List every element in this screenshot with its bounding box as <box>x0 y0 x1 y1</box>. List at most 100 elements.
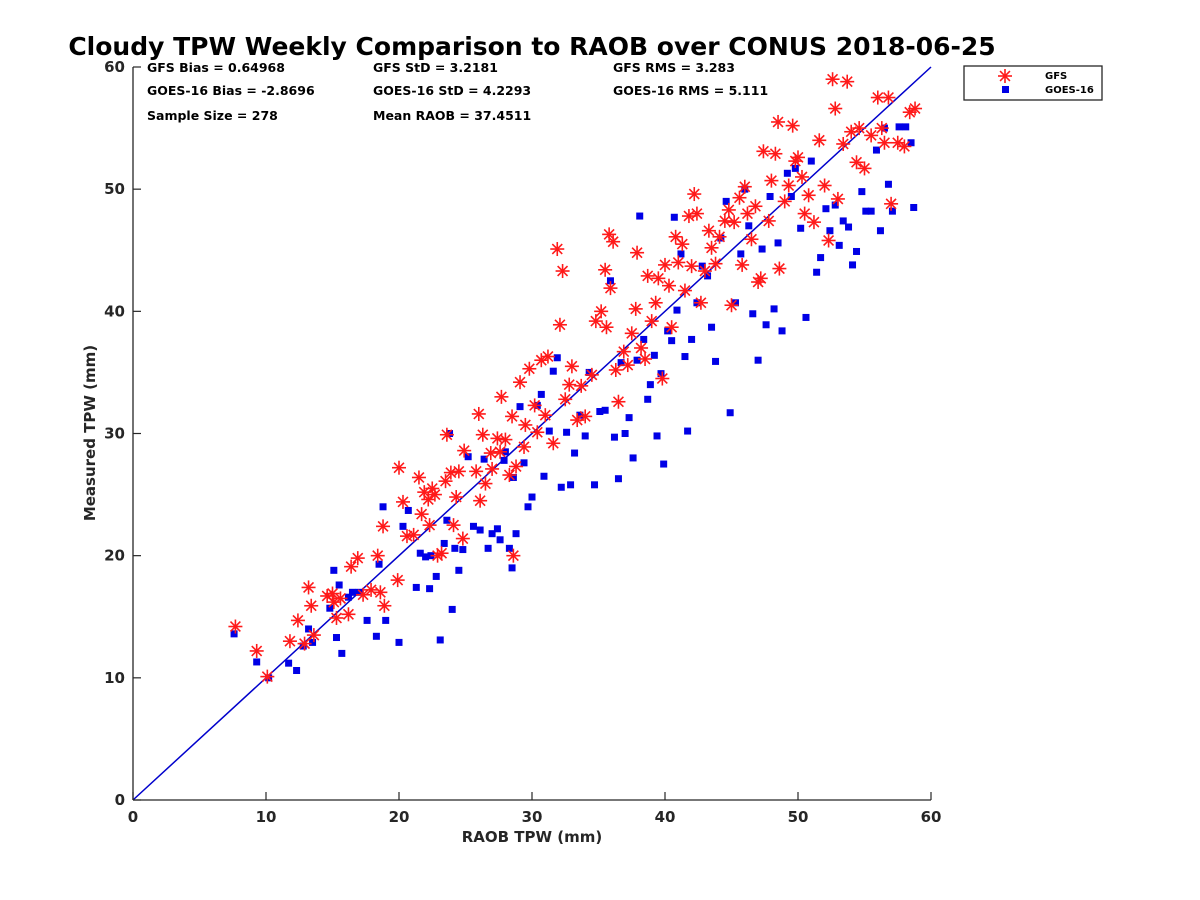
goes16-point <box>614 475 622 483</box>
gfs-point <box>282 634 297 649</box>
gfs-point <box>598 262 613 277</box>
gfs-point <box>648 295 663 310</box>
gfs-point <box>675 237 690 252</box>
stat-gfs-rms: GFS RMS = 3.283 <box>613 60 735 75</box>
goes16-point <box>537 390 545 398</box>
goes16-point <box>338 649 346 657</box>
gfs-point <box>857 161 872 176</box>
gfs-point <box>550 242 565 257</box>
gfs-point <box>864 128 879 143</box>
goes16-point <box>382 616 390 624</box>
goes16-point <box>778 327 786 335</box>
gfs-point <box>344 559 359 574</box>
gfs-point <box>732 190 747 205</box>
goes16-point <box>640 335 648 343</box>
goes16-point <box>822 205 830 213</box>
gfs-point <box>638 351 653 366</box>
goes16-point <box>787 192 795 200</box>
goes16-point <box>516 403 524 411</box>
legend: GFS GOES-16 <box>963 65 1103 101</box>
goes16-point <box>826 227 834 235</box>
goes16-point <box>355 588 363 596</box>
gfs-point <box>737 179 752 194</box>
gfs-point <box>768 146 783 161</box>
goes16-point <box>404 506 412 514</box>
goes16-point <box>330 566 338 574</box>
gfs-point <box>306 628 321 643</box>
gfs-point <box>390 573 405 588</box>
gfs-point <box>502 468 517 483</box>
goes16-point <box>621 430 629 437</box>
goes16-point <box>455 566 463 574</box>
goes16-point <box>677 250 685 258</box>
gfs-point <box>611 394 626 409</box>
goes16-point <box>862 207 870 215</box>
gfs-point <box>877 135 892 150</box>
y-axis-label: Measured TPW (mm) <box>81 345 99 521</box>
gfs-point <box>594 304 609 319</box>
y-tick-label: 60 <box>104 58 125 76</box>
gfs-point <box>473 493 488 508</box>
goes16-point <box>496 536 504 544</box>
gfs-point <box>457 443 472 458</box>
goes16-point <box>845 223 853 231</box>
legend-box <box>963 65 1103 101</box>
goes16-point <box>591 481 599 489</box>
gfs-point <box>791 150 805 165</box>
gfs-point <box>753 271 768 286</box>
goes16-point <box>762 321 770 329</box>
goes16-point <box>436 636 444 644</box>
goes16-point <box>831 201 839 209</box>
goes16-point <box>895 123 903 131</box>
gfs-point <box>671 255 686 270</box>
goes16-point <box>459 546 467 554</box>
goes16-point <box>549 367 557 375</box>
goes16-point <box>910 203 918 211</box>
x-tick-label: 20 <box>389 808 410 826</box>
goes16-point <box>653 432 661 440</box>
goes16-point <box>344 593 352 601</box>
goes16-point <box>480 455 488 463</box>
goes16-point <box>596 408 604 416</box>
gfs-point <box>290 613 305 628</box>
goes16-point <box>567 481 575 489</box>
stat-goes16-std: GOES-16 StD = 4.2293 <box>373 83 531 98</box>
gfs-point <box>897 139 912 154</box>
goes16-point <box>293 667 301 675</box>
gfs-point <box>406 527 421 542</box>
gfs-point <box>748 199 763 214</box>
gfs-point <box>661 278 676 293</box>
gfs-point <box>704 240 719 255</box>
goes16-point <box>348 588 356 596</box>
gfs-point <box>574 378 589 393</box>
goes16-point <box>731 299 739 307</box>
stat-gfs-bias: GFS Bias = 0.64968 <box>147 60 285 75</box>
gfs-point <box>478 476 493 491</box>
goes16-point <box>524 503 532 511</box>
goes16-point <box>657 370 665 378</box>
gfs-point <box>509 459 524 474</box>
gfs-point <box>744 232 759 247</box>
x-tick-label: 50 <box>788 808 809 826</box>
gfs-point <box>356 587 371 602</box>
goes16-point <box>540 472 548 480</box>
gfs-point <box>677 283 692 298</box>
gfs-point <box>651 271 666 286</box>
gfs-point <box>874 121 889 136</box>
goes16-point <box>867 207 875 215</box>
gfs-point <box>530 425 545 440</box>
gfs-point <box>483 446 498 461</box>
goes16-point <box>332 634 340 642</box>
gfs-point <box>517 439 532 454</box>
x-tick-label: 40 <box>655 808 676 826</box>
goes16-point <box>774 239 782 247</box>
y-tick-label: 0 <box>115 791 125 809</box>
goes16-point <box>884 180 892 188</box>
gfs-point <box>817 178 832 193</box>
gfs-points <box>228 72 923 684</box>
gfs-point <box>505 409 520 424</box>
y-tick-label: 50 <box>104 180 125 198</box>
gfs-point <box>664 320 679 335</box>
gfs-point <box>475 427 490 442</box>
